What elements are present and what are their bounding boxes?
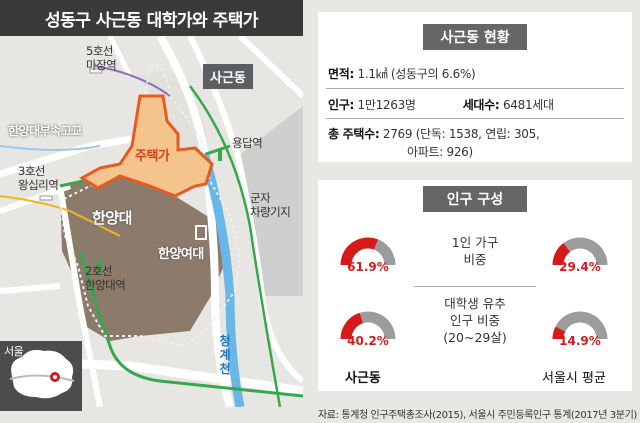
household-label: 세대수:: [462, 98, 500, 112]
seoul-outline-icon: [9, 349, 75, 399]
housing-value-cont: 아파트: 926): [407, 145, 473, 159]
value-single-seoul: 29.4%: [559, 260, 601, 274]
area-row: 면적: 1.1㎢ (성동구의 6.6%): [328, 65, 476, 82]
value-single-sageun: 61.9%: [347, 260, 389, 274]
area-label: 면적:: [328, 67, 354, 81]
map-label-line3: 3호선 왕십리역: [18, 164, 59, 192]
map-label-gunja-depot: 군자 차량기지: [250, 191, 291, 219]
housing-label: 총 주택수:: [328, 127, 380, 141]
seoul-inset-map: 서울: [0, 341, 82, 411]
housing-row: 총 주택수: 2769 (단독: 1538, 연립: 305,: [328, 125, 540, 142]
map-label-residential: 주택가: [135, 149, 170, 164]
gauge-value-arc: [552, 326, 566, 340]
gauge-rest-arc: [555, 311, 608, 340]
gauge-student-seoul: [552, 311, 608, 340]
gauge-rest-arc: [359, 311, 396, 340]
column-label-seoul: 서울시 평균: [542, 371, 606, 386]
map-label-hanyang-hs: 한양대부속고교: [8, 124, 82, 138]
area-value: 1.1㎢ (성동구의 6.6%): [357, 67, 476, 81]
population-panel: 인구 구성 61.9% 1인 가구 비중 29.4% 40.2% 대학생 유추 인구…: [318, 180, 632, 391]
column-label-sageun: 사근동: [345, 371, 381, 386]
population-value: 1만1263명: [357, 98, 416, 112]
household-value: 6481세대: [502, 98, 554, 112]
gauge-rest-arc: [563, 237, 608, 266]
population-heading: 인구 구성: [423, 186, 527, 212]
student-population-label: 대학생 유추 인구 비중 (20~29살): [443, 296, 507, 345]
gauge-value-arc: [340, 312, 364, 340]
gauge-value-arc: [552, 243, 571, 266]
status-heading: 사근동 현황: [423, 24, 527, 50]
population-row: 인구: 1만1263명 세대수: 6481세대: [328, 96, 554, 113]
map-label-sageun: 사근동: [203, 64, 253, 89]
map-label-line2: 2호선 한양대역: [85, 264, 126, 292]
map-label-line5: 5호선 마장역: [86, 44, 117, 72]
map-label-yongdap: 용답역: [232, 136, 263, 150]
single-household-label: 1인 가구 비중: [451, 235, 499, 267]
map: 5호선 마장역 사근동 용답역 한양대부속고교 주택가 3호선 왕십리역 한양대 군…: [0, 36, 303, 411]
value-student-seoul: 14.9%: [559, 334, 601, 348]
gauge-single-seoul: [552, 237, 608, 266]
map-label-stream: 청계천: [219, 334, 231, 376]
page-title: 성동구 사근동 대학가와 주택가: [0, 0, 303, 36]
divider: [326, 118, 624, 119]
map-label-womens-univ: 한양여대: [158, 247, 204, 262]
map-label-hanyang-univ: 한양대: [92, 209, 132, 227]
population-label: 인구:: [328, 98, 354, 112]
divider: [414, 286, 536, 287]
gauge-value-arc: [340, 237, 379, 266]
status-panel: 사근동 현황 면적: 1.1㎢ (성동구의 6.6%) 인구: 1만1263명 …: [318, 12, 632, 162]
value-student-sageun: 40.2%: [347, 334, 389, 348]
gauge-rest-arc: [373, 239, 396, 266]
divider: [326, 88, 624, 89]
source-note: 자료: 통계청 인구주택총조사(2015), 서울시 주민등록인구 통계(201…: [318, 410, 637, 421]
map-graphic: [0, 36, 303, 407]
gauge-single-sageun: [340, 237, 396, 266]
housing-value: 2769 (단독: 1538, 연립: 305,: [382, 127, 540, 141]
gauge-student-sageun: [340, 311, 396, 340]
inset-label-seoul: 서울: [4, 345, 24, 358]
